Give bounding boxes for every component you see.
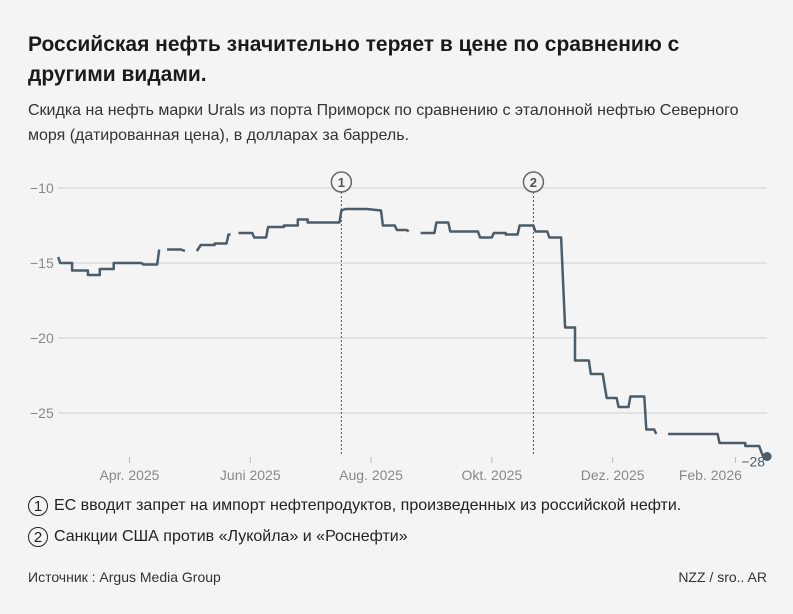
annotation-number: 1 bbox=[338, 175, 345, 190]
y-tick-label: −20 bbox=[30, 330, 54, 346]
x-tick-label: Apr. 2025 bbox=[100, 467, 160, 483]
legend-item-2: 2 Санкции США против «Лукойла» и «Роснеф… bbox=[28, 527, 408, 547]
end-point bbox=[762, 452, 772, 461]
x-tick-label: Aug. 2025 bbox=[339, 467, 403, 483]
chart-title: Российская нефть значительно теряет в це… bbox=[28, 33, 680, 86]
source-note: Источник : Argus Media Group bbox=[28, 569, 221, 585]
line-chart: −10 −15 −20 −25 Apr. 2025 Juni 2025 Aug. 2025 O… bbox=[30, 171, 772, 483]
data-line-segment bbox=[238, 207, 410, 239]
annotation-number-icon: 1 bbox=[28, 496, 48, 516]
annotation-marker bbox=[330, 171, 353, 193]
end-value-label: −28 bbox=[741, 454, 765, 470]
legend-text: ЕС вводит запрет на импорт нефтепродукто… bbox=[54, 497, 682, 514]
x-tick-label: Feb. 2026 bbox=[679, 467, 742, 483]
annotation-marker bbox=[522, 171, 545, 193]
legend-item-1: 1 ЕС вводит запрет на импорт нефтепродук… bbox=[28, 496, 681, 516]
y-tick-label: −15 bbox=[30, 255, 54, 271]
data-line-segment bbox=[668, 432, 765, 457]
credit-note: NZZ / sro.. AR bbox=[678, 569, 767, 585]
x-tick-label: Juni 2025 bbox=[220, 467, 281, 483]
data-line-segment bbox=[57, 249, 161, 277]
y-tick-label: −25 bbox=[30, 405, 54, 421]
annotation-number-icon: 2 bbox=[28, 527, 48, 547]
data-line-segment bbox=[195, 233, 231, 252]
annotation-number: 2 bbox=[530, 175, 537, 190]
data-line-segment bbox=[167, 248, 186, 253]
legend-text: Санкции США против «Лукойла» и «Роснефти… bbox=[54, 528, 408, 545]
y-tick-label: −10 bbox=[30, 180, 54, 196]
x-tick-label: Dez. 2025 bbox=[581, 467, 645, 483]
x-tick-label: Okt. 2025 bbox=[461, 467, 522, 483]
data-line-segment bbox=[420, 221, 658, 435]
chart-subtitle: Скидка на нефть марки Urals из порта При… bbox=[28, 102, 739, 144]
